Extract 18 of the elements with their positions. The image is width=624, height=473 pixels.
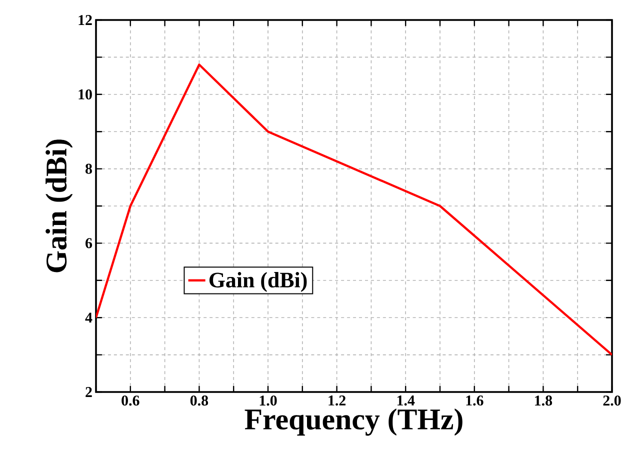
- x-tick-label: 0.8: [190, 396, 208, 406]
- x-tick-label: 2.0: [603, 396, 621, 406]
- x-tick-label: 1.6: [466, 396, 484, 406]
- y-tick-label: 8: [86, 164, 92, 174]
- legend-label: Gain (dBi): [209, 272, 307, 292]
- y-tick-label: 10: [78, 89, 92, 100]
- x-tick-label: 1.2: [328, 396, 346, 406]
- y-tick-label: 4: [85, 312, 92, 323]
- y-tick-label: 2: [86, 387, 92, 397]
- x-tick-label: 1.8: [535, 396, 552, 406]
- line-series: [96, 64, 612, 356]
- x-tick-label: 1.4: [397, 396, 415, 406]
- x-tick-label: 1.0: [260, 396, 277, 406]
- y-axis-title: Gain (dBi): [46, 140, 73, 272]
- x-axis-title: Frequency (THz): [244, 408, 462, 436]
- y-tick-label: 6: [86, 238, 92, 248]
- y-tick-label: 12: [78, 15, 92, 25]
- x-tick-label: 0.6: [122, 396, 140, 406]
